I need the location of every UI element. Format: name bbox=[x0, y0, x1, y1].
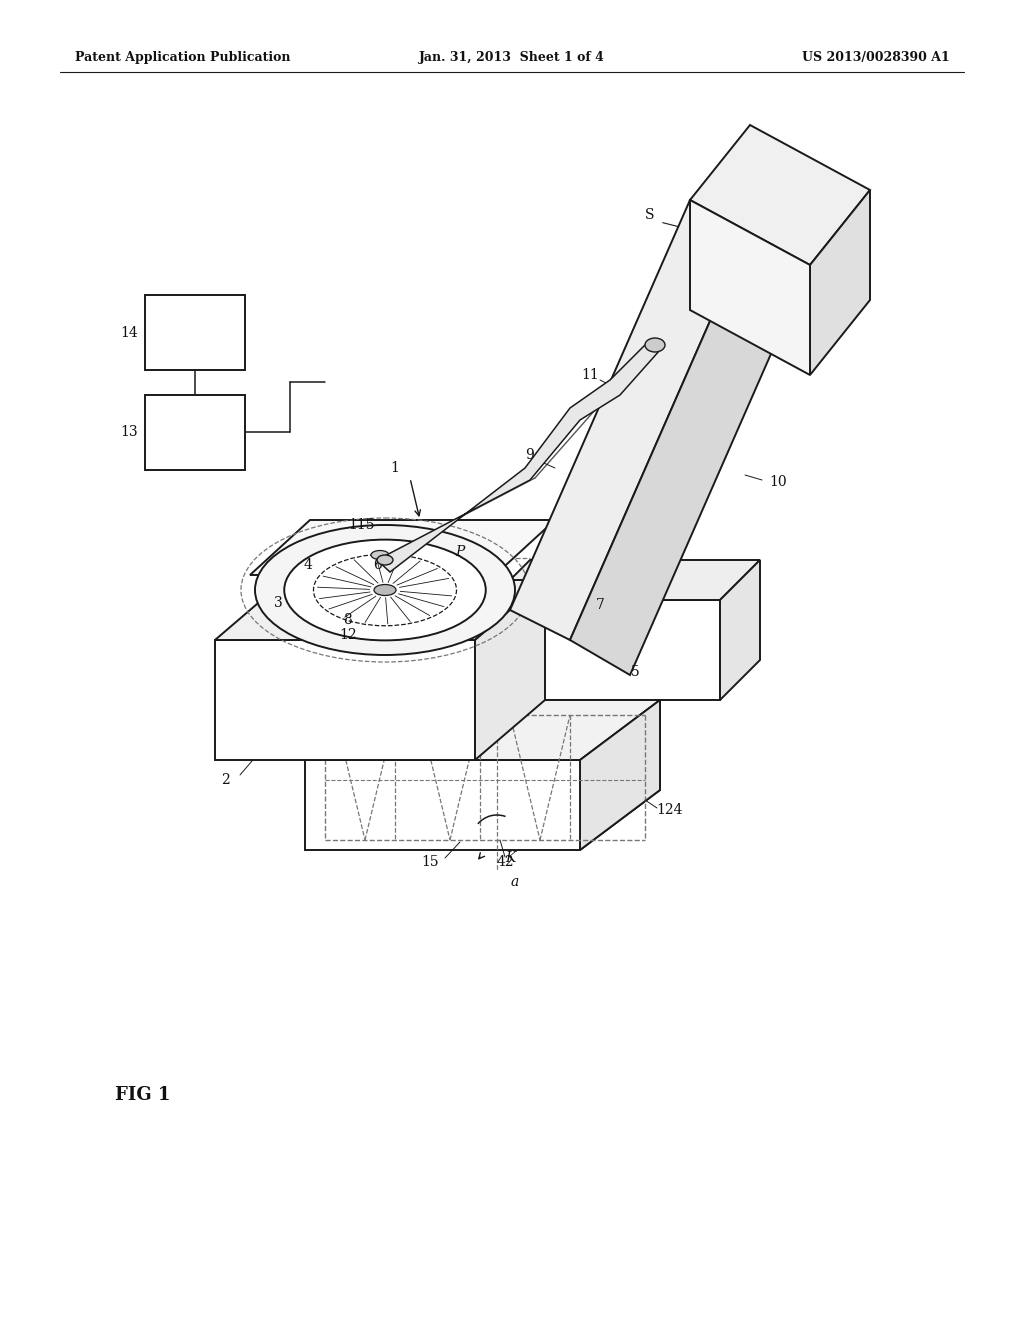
Text: 42: 42 bbox=[497, 855, 514, 869]
Text: Jan. 31, 2013  Sheet 1 of 4: Jan. 31, 2013 Sheet 1 of 4 bbox=[419, 51, 605, 65]
Text: S: S bbox=[645, 209, 654, 222]
Text: a: a bbox=[511, 875, 519, 888]
Polygon shape bbox=[145, 294, 245, 370]
Text: Patent Application Publication: Patent Application Publication bbox=[75, 51, 291, 65]
Text: US 2013/0028390 A1: US 2013/0028390 A1 bbox=[802, 51, 950, 65]
Text: 11: 11 bbox=[582, 368, 599, 381]
Polygon shape bbox=[810, 190, 870, 375]
Ellipse shape bbox=[371, 550, 389, 560]
Polygon shape bbox=[377, 341, 660, 572]
Text: 1: 1 bbox=[390, 461, 399, 475]
Text: 4: 4 bbox=[303, 558, 312, 572]
Text: 7: 7 bbox=[596, 598, 604, 612]
Polygon shape bbox=[305, 700, 660, 850]
Polygon shape bbox=[570, 230, 810, 675]
Text: 13: 13 bbox=[120, 425, 138, 440]
Polygon shape bbox=[690, 201, 810, 375]
Polygon shape bbox=[690, 125, 870, 265]
Text: 8: 8 bbox=[343, 612, 351, 627]
Text: 3: 3 bbox=[273, 597, 283, 610]
Ellipse shape bbox=[255, 525, 515, 655]
Text: 14: 14 bbox=[120, 326, 138, 341]
Text: 9: 9 bbox=[525, 447, 535, 462]
Polygon shape bbox=[510, 201, 750, 640]
Polygon shape bbox=[720, 560, 760, 700]
Text: P: P bbox=[456, 545, 465, 558]
Text: 12: 12 bbox=[339, 628, 356, 642]
Text: 124: 124 bbox=[656, 803, 683, 817]
Text: 115: 115 bbox=[349, 517, 375, 532]
Text: 10: 10 bbox=[769, 475, 786, 488]
Text: 2: 2 bbox=[220, 774, 229, 787]
Polygon shape bbox=[145, 395, 245, 470]
Polygon shape bbox=[475, 579, 545, 760]
Ellipse shape bbox=[285, 540, 485, 640]
Ellipse shape bbox=[645, 338, 665, 352]
Polygon shape bbox=[250, 520, 555, 576]
Text: 15: 15 bbox=[421, 855, 439, 869]
Polygon shape bbox=[490, 601, 720, 700]
Polygon shape bbox=[305, 700, 660, 760]
Text: 5: 5 bbox=[631, 665, 639, 678]
Polygon shape bbox=[215, 579, 545, 640]
Text: FIG 1: FIG 1 bbox=[116, 1086, 171, 1104]
Ellipse shape bbox=[374, 585, 396, 595]
Ellipse shape bbox=[377, 554, 393, 565]
Polygon shape bbox=[490, 560, 760, 601]
Ellipse shape bbox=[313, 554, 457, 626]
Polygon shape bbox=[215, 640, 475, 760]
Text: 6: 6 bbox=[374, 558, 382, 572]
Text: K: K bbox=[505, 851, 515, 865]
Polygon shape bbox=[580, 700, 660, 850]
